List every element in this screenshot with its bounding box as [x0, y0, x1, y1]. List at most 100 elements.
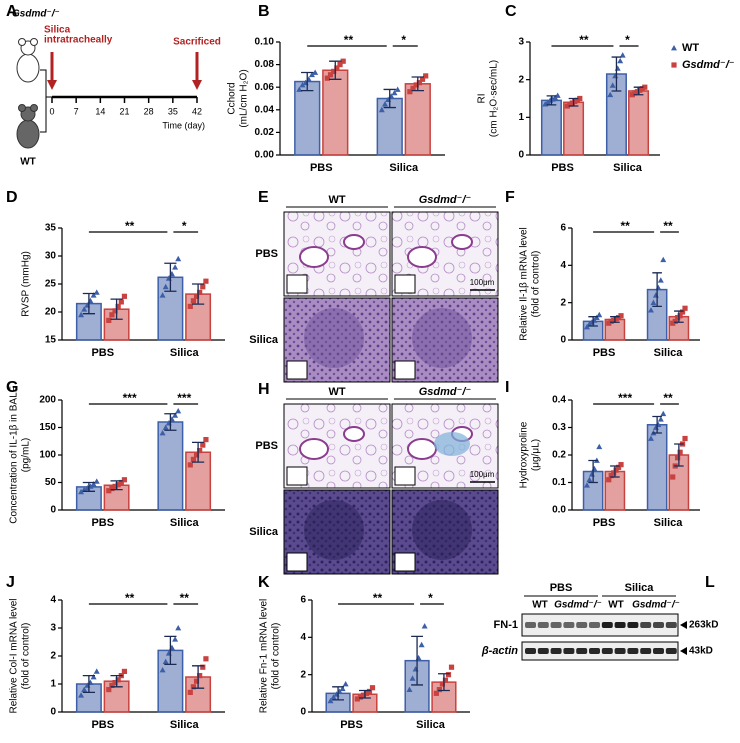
airway — [407, 438, 437, 460]
data-point — [366, 688, 373, 695]
y-tick-label: 20 — [45, 307, 57, 318]
x-tick-label: Silica — [654, 347, 684, 359]
band — [563, 648, 575, 654]
data-point — [90, 674, 97, 680]
y-tick-label: 0.08 — [255, 59, 275, 70]
mouse-icon — [16, 119, 40, 149]
event-arrow — [192, 80, 202, 90]
error-bar — [411, 76, 424, 92]
data-point — [406, 686, 413, 692]
band — [640, 622, 652, 628]
mouse-icon — [30, 104, 38, 112]
lane-label: WT — [608, 600, 624, 611]
data-point — [327, 72, 334, 78]
y-tick-label: 0 — [50, 707, 56, 718]
data-point — [410, 85, 416, 91]
data-point — [115, 303, 121, 309]
data-point — [190, 456, 197, 462]
data-point — [175, 625, 182, 631]
data-point — [583, 482, 590, 488]
y-tick-label: 4 — [300, 632, 306, 643]
significance-label: ** — [663, 219, 673, 233]
panel-label: J — [6, 574, 15, 591]
panel-label: G — [6, 379, 18, 396]
size-label: 43kD — [689, 646, 713, 657]
error-bar — [568, 97, 579, 107]
error-bar — [110, 480, 123, 491]
bar — [628, 90, 650, 156]
x-tick-label: Silica — [170, 347, 200, 359]
day-label: 14 — [95, 106, 105, 116]
significance-label: *** — [123, 391, 137, 405]
x-tick-label: Silica — [416, 719, 446, 731]
data-point — [642, 84, 648, 90]
data-point — [112, 680, 118, 686]
error-bar — [674, 310, 684, 323]
y-axis-label: Relative Col-I mRNA level — [9, 598, 20, 713]
band — [525, 648, 536, 654]
y-tick-label: 3 — [50, 623, 56, 634]
axis-label: Time (day) — [162, 120, 205, 130]
y-tick-label: 35 — [45, 223, 57, 234]
column-header: Gsdmd⁻/⁻ — [419, 386, 472, 398]
band — [627, 648, 639, 654]
data-point — [679, 309, 686, 315]
data-point — [618, 313, 624, 319]
legend-label: Gsdmd⁻/⁻ — [682, 59, 735, 71]
significance-label: ** — [373, 591, 383, 605]
data-point — [162, 424, 169, 430]
y-tick-label: 0.10 — [255, 37, 275, 48]
y-tick-label: 3 — [518, 37, 524, 48]
data-point — [617, 57, 624, 64]
day-label: 0 — [49, 106, 54, 116]
error-bar — [191, 283, 205, 305]
data-point — [369, 685, 376, 691]
panel-label: F — [505, 189, 515, 206]
y-tick-label: 0.2 — [552, 450, 566, 461]
data-point — [327, 697, 334, 704]
data-point — [324, 75, 330, 81]
y-tick-label: 30 — [45, 251, 57, 262]
data-point — [121, 477, 128, 483]
error-bar — [588, 459, 598, 484]
significance-label: * — [182, 219, 187, 233]
column-header: Gsdmd⁻/⁻ — [419, 194, 472, 206]
data-point — [619, 52, 626, 58]
error-bar — [610, 316, 620, 323]
mouse-icon — [18, 38, 26, 46]
significance-label: ** — [620, 219, 630, 233]
data-point — [647, 307, 654, 313]
significance-label: * — [401, 33, 406, 47]
bar — [157, 421, 184, 511]
error-bar — [82, 292, 96, 315]
band — [665, 648, 677, 654]
data-point — [106, 317, 112, 323]
data-point — [413, 82, 419, 88]
lesion — [304, 500, 364, 560]
data-point — [614, 65, 621, 71]
error-bar — [301, 71, 314, 92]
data-point — [330, 694, 337, 700]
band — [627, 622, 639, 628]
row-label: PBS — [255, 440, 278, 452]
error-bar — [82, 674, 96, 694]
row-label: PBS — [255, 248, 278, 260]
y-tick-label: 0.04 — [255, 104, 275, 115]
panel-label: B — [258, 3, 270, 20]
y-axis-label: RVSP (mmHg) — [21, 251, 32, 317]
inset — [394, 552, 416, 572]
y-tick-label: 0.02 — [255, 127, 275, 138]
band — [589, 648, 600, 654]
data-point — [109, 485, 115, 492]
bar — [322, 69, 349, 156]
data-point — [121, 668, 128, 674]
data-point — [607, 91, 614, 98]
y-tick-label: 0.0 — [552, 505, 566, 516]
data-point — [655, 284, 662, 291]
data-point — [200, 664, 206, 670]
error-bar — [411, 635, 423, 686]
x-tick-label: PBS — [91, 347, 114, 359]
data-point — [677, 313, 683, 319]
row-label: Silica — [249, 334, 279, 346]
lesion — [304, 308, 364, 368]
